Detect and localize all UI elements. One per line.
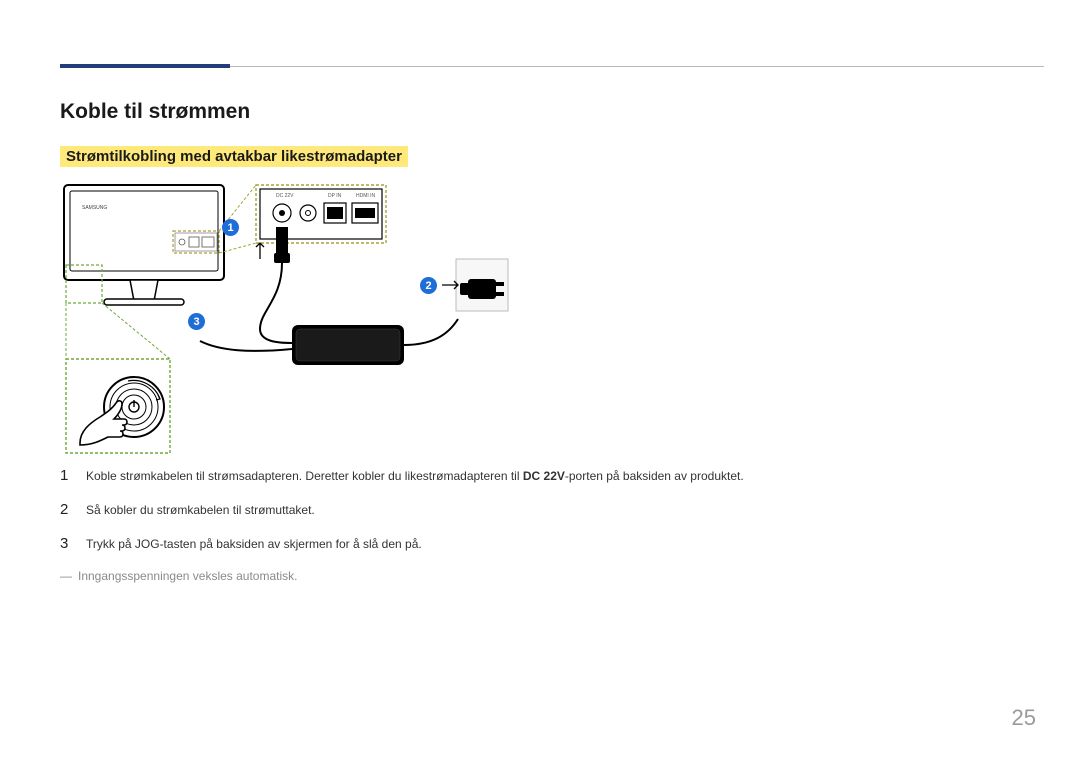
step-text: Trykk på JOG-tasten på baksiden av skjer…: [86, 535, 422, 553]
svg-text:DC 22V: DC 22V: [276, 193, 294, 199]
step-number: 1: [60, 467, 86, 484]
callout-2: 2: [420, 277, 437, 294]
svg-text:SAMSUNG: SAMSUNG: [82, 205, 107, 211]
page-title: Koble til strømmen: [60, 100, 1020, 124]
callout-3: 3: [188, 313, 205, 330]
footnote: Inngangsspenningen veksles automatisk.: [60, 569, 1020, 583]
page-number: 25: [1012, 705, 1036, 731]
step-text: Så kobler du strømkabelen til strømuttak…: [86, 501, 315, 519]
steps-list: 1 Koble strømkabelen til strømsadapteren…: [60, 467, 1020, 553]
step-row: 3 Trykk på JOG-tasten på baksiden av skj…: [60, 535, 1020, 553]
step-row: 2 Så kobler du strømkabelen til strømutt…: [60, 501, 1020, 519]
step-number: 2: [60, 501, 86, 518]
connection-diagram: SAMSUNG DC 22V DP IN HDMI IN: [60, 181, 520, 461]
section-subheading: Strømtilkobling med avtakbar likestrømad…: [60, 146, 408, 167]
step-row: 1 Koble strømkabelen til strømsadapteren…: [60, 467, 1020, 485]
svg-text:HDMI IN: HDMI IN: [356, 193, 376, 199]
diagram-svg: SAMSUNG DC 22V DP IN HDMI IN: [60, 181, 520, 461]
step-text: Koble strømkabelen til strømsadapteren. …: [86, 467, 744, 485]
step-number: 3: [60, 535, 86, 552]
step-text-before: Så kobler du strømkabelen til strømuttak…: [86, 503, 315, 517]
step-text-bold: DC 22V: [523, 469, 565, 483]
accent-bar: [60, 64, 230, 68]
step-text-before: Koble strømkabelen til strømsadapteren. …: [86, 469, 523, 483]
svg-text:DP IN: DP IN: [328, 193, 342, 199]
step-text-before: Trykk på JOG-tasten på baksiden av skjer…: [86, 537, 422, 551]
step-text-after: -porten på baksiden av produktet.: [565, 469, 744, 483]
callout-1: 1: [222, 219, 239, 236]
